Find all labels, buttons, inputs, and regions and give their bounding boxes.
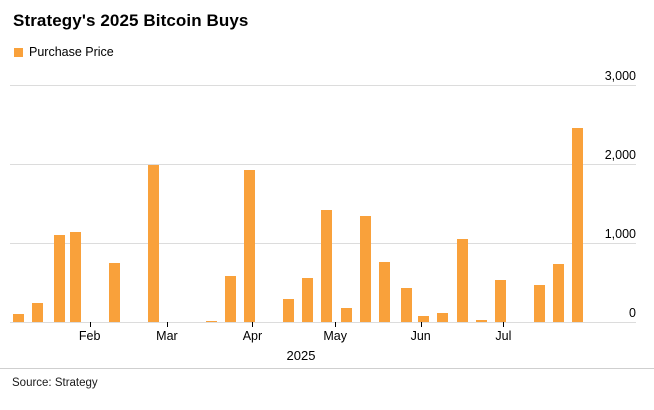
bar — [31, 303, 43, 322]
bar — [533, 285, 545, 322]
x-axis-month-label: Jun — [410, 329, 431, 343]
bar — [302, 278, 314, 322]
x-axis-month-label: May — [323, 329, 347, 343]
gridline — [10, 164, 636, 165]
bar — [495, 280, 507, 322]
bar — [360, 216, 371, 322]
bar — [437, 313, 449, 322]
y-axis-label: 0 — [629, 306, 636, 320]
bar — [12, 314, 24, 322]
bar — [244, 170, 256, 322]
bar — [147, 165, 159, 322]
legend-label: Purchase Price — [29, 45, 114, 59]
x-axis-year-label: 2025 — [286, 348, 316, 363]
bar — [553, 264, 565, 322]
bar — [109, 263, 121, 322]
bar — [379, 262, 391, 322]
x-axis-tick — [420, 322, 422, 327]
x-axis-month-label: Jul — [495, 329, 512, 343]
y-axis-label: 3,000 — [604, 69, 636, 83]
x-axis: Feb Mar Apr May Jun Jul — [10, 85, 592, 345]
x-axis-month-label: Mar — [156, 329, 178, 343]
x-axis-tick — [89, 322, 91, 327]
x-axis-tick — [335, 322, 337, 327]
bar — [475, 320, 487, 322]
chart-title: Strategy's 2025 Bitcoin Buys — [13, 11, 249, 30]
bar — [205, 321, 217, 322]
bar — [417, 316, 429, 322]
chart: 0 1,000 2,000 3,000 Feb Mar Apr May Jun Jul 2025 — [10, 69, 642, 370]
bar — [282, 299, 294, 322]
x-axis-tick — [166, 322, 168, 327]
x-axis-month-label: Feb — [78, 329, 101, 343]
bar — [224, 276, 236, 322]
bar — [340, 308, 352, 322]
gridline — [10, 85, 636, 86]
bar — [70, 232, 82, 322]
plot-area — [10, 85, 592, 322]
source-text: Source: Strategy — [12, 377, 98, 389]
bar — [321, 210, 333, 322]
legend-swatch-icon — [14, 47, 23, 57]
y-axis-label: 1,000 — [604, 227, 636, 241]
bar — [456, 239, 468, 322]
x-axis-month-label: Apr — [242, 329, 263, 343]
bar — [401, 288, 413, 322]
bar — [572, 128, 584, 322]
legend: Purchase Price — [14, 45, 114, 59]
gridline — [10, 322, 636, 323]
bar — [53, 235, 65, 322]
x-axis-tick — [252, 322, 254, 327]
y-axis-label: 2,000 — [604, 148, 636, 162]
footer-divider — [0, 368, 654, 369]
x-axis-tick — [503, 322, 505, 327]
